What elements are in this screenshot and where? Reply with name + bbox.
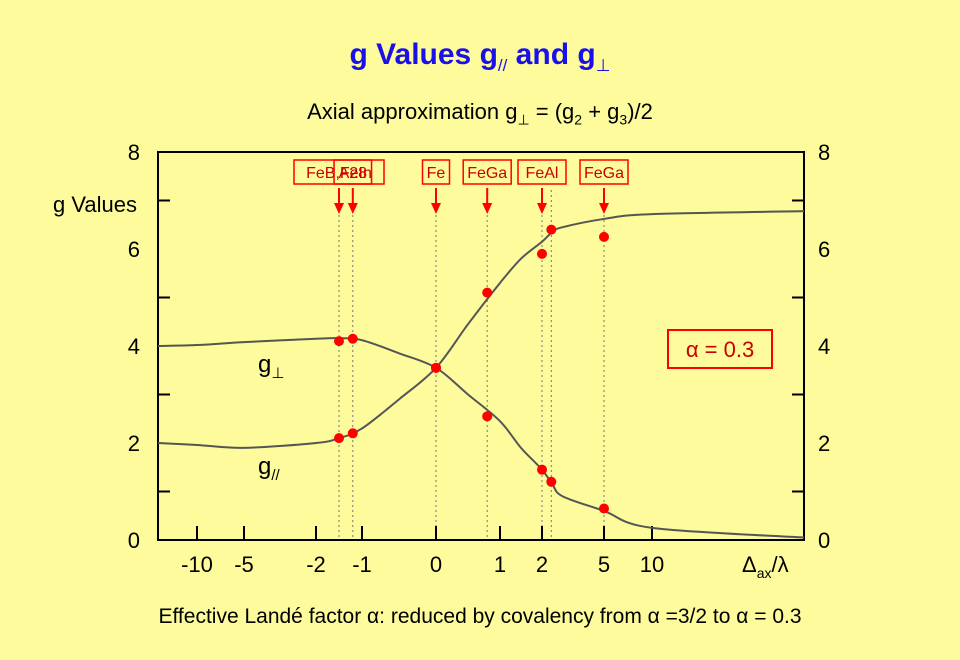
- g-perp-point: [599, 503, 609, 514]
- y-tick-label-left: 4: [128, 334, 140, 359]
- g-par-point: [431, 362, 441, 373]
- sample-label: A28: [339, 165, 368, 182]
- sample-arrow-head: [347, 203, 358, 214]
- chart-title: g Values g// and g⊥: [349, 38, 611, 75]
- g-perp-point: [482, 411, 493, 422]
- y-tick-label-left: 0: [128, 528, 140, 553]
- g-par-point: [537, 248, 547, 259]
- g-par-point: [334, 433, 344, 444]
- alpha-box: [667, 329, 773, 369]
- x-tick-label: 10: [640, 552, 664, 577]
- y-axis-label: g Values: [53, 192, 137, 217]
- x-axis-label: Δax/λ: [742, 552, 789, 581]
- sample-label-box: [462, 159, 512, 185]
- sample-label-box: [421, 159, 451, 185]
- y-tick-label-right: 0: [818, 528, 830, 553]
- sample-arrow-head: [599, 203, 609, 214]
- sample-arrow-head: [537, 203, 547, 214]
- g-perp-label: g⊥: [258, 351, 284, 382]
- sample-label-box: [517, 159, 567, 185]
- sample-label-box: [333, 159, 373, 185]
- chart-subtitle: Axial approximation g⊥ = (g2 + g3)/2: [307, 99, 653, 128]
- g-par-curve: [157, 210, 805, 449]
- x-tick-label: -1: [352, 552, 372, 577]
- sample-label: FeGa: [467, 165, 507, 182]
- y-tick-label-right: 8: [818, 140, 830, 165]
- x-tick-label: -10: [181, 552, 213, 577]
- g-perp-point: [347, 333, 358, 344]
- g-par-point: [599, 231, 609, 242]
- g-perp-point: [334, 336, 344, 347]
- sample-arrow-head: [482, 203, 493, 214]
- g-perp-point: [537, 464, 547, 475]
- sample-arrow-head: [334, 203, 344, 214]
- y-tick-label-right: 6: [818, 237, 830, 262]
- x-tick-label: 2: [536, 552, 548, 577]
- sample-label: FeB,FeIn: [306, 165, 372, 182]
- x-tick-label: 5: [598, 552, 610, 577]
- x-tick-label: -5: [234, 552, 254, 577]
- x-tick-label: -2: [306, 552, 326, 577]
- g-perp-curve: [157, 337, 805, 539]
- y-tick-label-left: 6: [128, 237, 140, 262]
- g-perp-point: [546, 476, 557, 487]
- y-tick-label-right: 2: [818, 431, 830, 456]
- alpha-annotation: α = 0.3: [686, 337, 754, 362]
- g-par-point: [347, 428, 358, 439]
- sample-label: FeAl: [526, 165, 559, 182]
- sample-label: FeGa: [584, 165, 624, 182]
- x-tick-label: 1: [494, 552, 506, 577]
- g-par-point: [546, 224, 557, 235]
- sample-label: Fe: [427, 165, 446, 182]
- g-par-label: g//: [258, 453, 281, 484]
- sample-arrow-head: [431, 203, 441, 214]
- sample-label-box: [579, 159, 629, 185]
- y-tick-label-left: 8: [128, 140, 140, 165]
- y-tick-label-left: 2: [128, 431, 140, 456]
- y-tick-label-right: 4: [818, 334, 830, 359]
- x-tick-label: 0: [430, 552, 442, 577]
- g-par-point: [482, 287, 493, 298]
- caption: Effective Landé factor α: reduced by cov…: [158, 605, 802, 628]
